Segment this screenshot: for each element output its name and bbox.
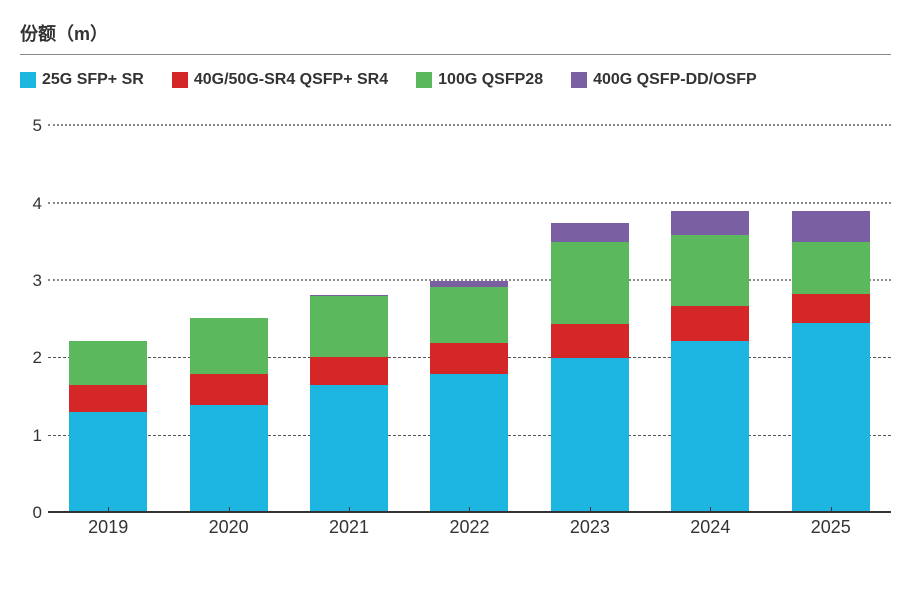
bar-group (310, 295, 388, 513)
bar-segment-s4 (792, 211, 870, 241)
x-tick-label: 2020 (190, 513, 268, 538)
bar-segment-s2 (792, 294, 870, 323)
bar-segment-s3 (430, 287, 508, 343)
bar-segment-s1 (551, 358, 629, 513)
bar-segment-s2 (310, 357, 388, 386)
y-tick-label: 4 (33, 194, 42, 214)
bar-segment-s3 (671, 235, 749, 306)
bar-segment-s3 (310, 296, 388, 356)
bar-group (430, 281, 508, 513)
legend-item-s4: 400G QSFP-DD/OSFP (571, 71, 757, 89)
legend-item-s3: 100G QSFP28 (416, 71, 543, 89)
x-axis-labels: 2019 2020 2021 2022 2023 2024 2025 (48, 513, 891, 543)
bar-segment-s2 (190, 374, 268, 405)
bar-group (551, 223, 629, 513)
legend-label: 40G/50G-SR4 QSFP+ SR4 (194, 71, 388, 89)
y-tick-label: 5 (33, 116, 42, 136)
bar-segment-s1 (310, 385, 388, 513)
legend-swatch-icon (20, 72, 36, 88)
legend-item-s1: 25G SFP+ SR (20, 71, 144, 89)
bar-group (190, 318, 268, 513)
bar-segment-s2 (671, 306, 749, 341)
plot-area: 0 1 2 3 4 5 2019 2020 2021 2022 2023 2024 2025 (20, 103, 891, 543)
bar-segment-s1 (69, 412, 147, 513)
y-tick-label: 0 (33, 503, 42, 523)
x-tick-mark (710, 507, 711, 513)
legend: 25G SFP+ SR 40G/50G-SR4 QSFP+ SR4 100G Q… (20, 65, 891, 103)
legend-label: 25G SFP+ SR (42, 71, 144, 89)
x-tick-label: 2024 (671, 513, 749, 538)
legend-label: 400G QSFP-DD/OSFP (593, 71, 757, 89)
y-tick-label: 3 (33, 271, 42, 291)
bar-segment-s4 (671, 211, 749, 235)
y-axis: 012345 (20, 103, 48, 513)
legend-swatch-icon (172, 72, 188, 88)
bar-segment-s1 (792, 323, 870, 513)
chart-container: 份额（m） 25G SFP+ SR 40G/50G-SR4 QSFP+ SR4 … (20, 20, 891, 570)
bar-segment-s2 (69, 385, 147, 412)
bar-group (792, 211, 870, 513)
y-tick-label: 1 (33, 426, 42, 446)
bar-segment-s1 (671, 341, 749, 513)
bar-segment-s3 (69, 341, 147, 385)
legend-swatch-icon (571, 72, 587, 88)
x-tick-label: 2022 (430, 513, 508, 538)
x-tick-mark (831, 507, 832, 513)
bar-segment-s1 (190, 405, 268, 513)
bar-segment-s1 (430, 374, 508, 513)
y-tick-label: 2 (33, 348, 42, 368)
x-tick-label: 2023 (551, 513, 629, 538)
x-tick-mark (349, 507, 350, 513)
legend-swatch-icon (416, 72, 432, 88)
bar-segment-s2 (430, 343, 508, 374)
x-tick-label: 2025 (792, 513, 870, 538)
x-tick-mark (229, 507, 230, 513)
bar-segment-s3 (551, 242, 629, 323)
x-tick-mark (590, 507, 591, 513)
bar-group (69, 341, 147, 513)
legend-label: 100G QSFP28 (438, 71, 543, 89)
bars-area (48, 103, 891, 513)
x-tick-mark (469, 507, 470, 513)
legend-item-s2: 40G/50G-SR4 QSFP+ SR4 (172, 71, 388, 89)
bar-segment-s4 (551, 223, 629, 242)
bar-segment-s3 (792, 242, 870, 295)
x-tick-label: 2021 (310, 513, 388, 538)
bar-group (671, 211, 749, 513)
chart-title: 份额（m） (20, 20, 891, 55)
bar-segment-s2 (551, 324, 629, 359)
x-tick-label: 2019 (69, 513, 147, 538)
x-tick-mark (108, 507, 109, 513)
bar-segment-s3 (190, 318, 268, 374)
